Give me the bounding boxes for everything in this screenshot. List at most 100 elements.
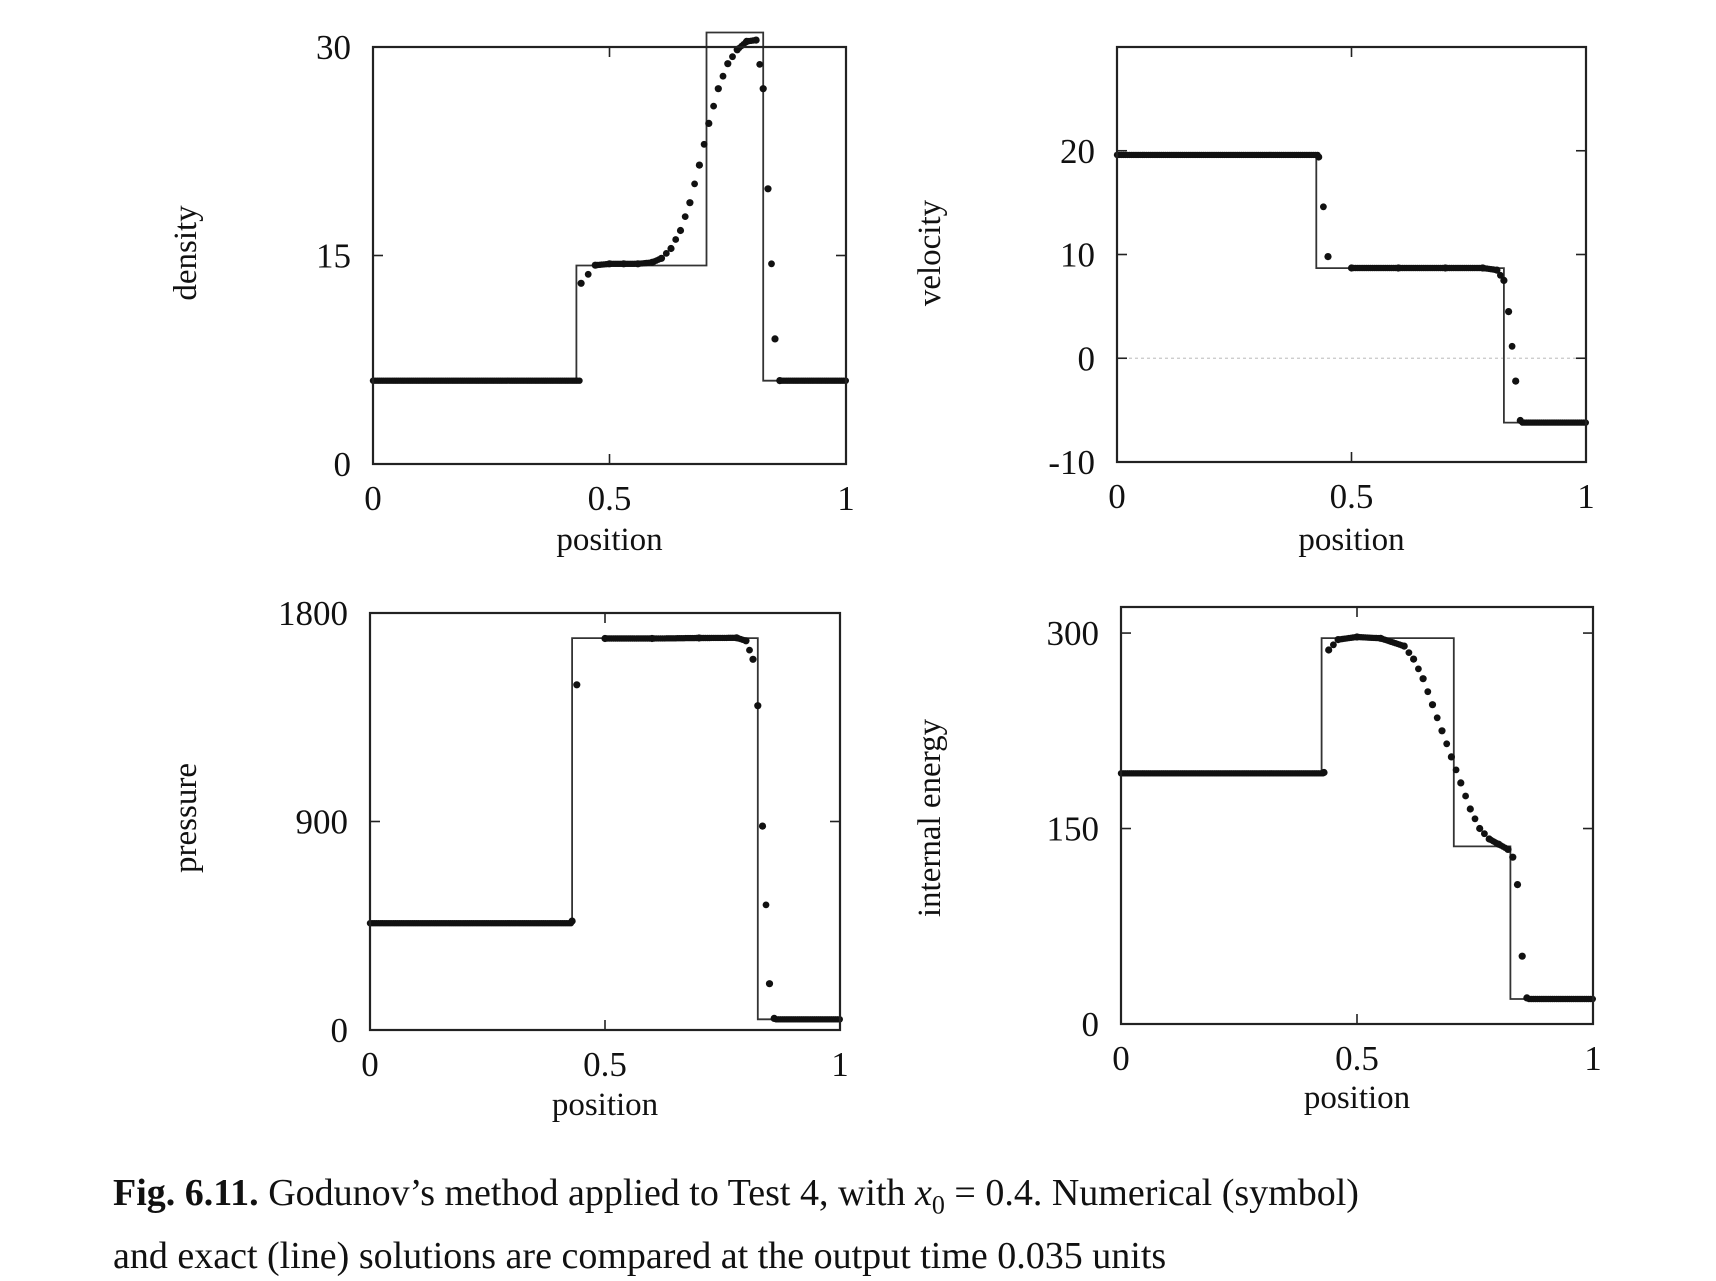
internal-energy-symbol: [1443, 740, 1451, 748]
internal-energy-xtick-label: 0.5: [1335, 1039, 1379, 1078]
pressure-ytick-label: 1800: [278, 594, 348, 633]
caption-math-var: x: [915, 1172, 932, 1214]
velocity-symbol: [1497, 271, 1504, 279]
density-symbol: [686, 199, 694, 207]
internal-energy-symbol: [1433, 714, 1441, 722]
density-symbol: [719, 72, 727, 80]
pressure-symbol: [765, 980, 774, 988]
density-symbol: [752, 36, 760, 44]
velocity-symbol: [1508, 342, 1516, 350]
density-symbol: [756, 61, 764, 68]
internal-energy-symbol: [1405, 649, 1413, 656]
pressure-symbol: [568, 917, 576, 925]
density-ytick-label: 0: [334, 445, 352, 484]
pressure-symbol: [758, 822, 767, 830]
internal-energy-symbol: [1415, 665, 1422, 673]
internal-energy-xtick-label: 0: [1112, 1039, 1130, 1078]
internal-energy-symbol: [1419, 675, 1427, 683]
pressure-plot-frame: [368, 611, 842, 1032]
figure-caption: Fig. 6.11. Godunov’s method applied to T…: [113, 1168, 1713, 1281]
internal-energy-symbol: [1518, 952, 1526, 960]
density-symbol: [724, 60, 732, 68]
density-exact-line: [373, 31, 846, 382]
velocity-symbol: [1512, 377, 1520, 385]
density-symbol: [695, 161, 704, 169]
internal-energy-symbol: [1410, 655, 1418, 663]
density-plot-frame: [371, 45, 848, 466]
internal-energy-symbol: [1320, 768, 1328, 777]
velocity-ytick-label: 10: [1060, 236, 1095, 275]
density-symbol: [662, 250, 670, 257]
internal-energy-symbol: [1325, 646, 1333, 654]
caption-text-2: = 0.4. Numerical (symbol): [944, 1172, 1359, 1214]
internal-energy-ylabel: internal energy: [912, 718, 948, 917]
density-xtick-label: 1: [837, 479, 855, 518]
internal-energy-symbol: [1476, 824, 1484, 833]
pressure-symbol: [573, 681, 581, 689]
pressure-symbol: [762, 901, 770, 909]
internal-energy-ytick-label: 0: [1082, 1005, 1100, 1044]
velocity-symbol: [1324, 253, 1332, 261]
density-symbol: [691, 180, 698, 188]
density-symbol: [672, 236, 680, 243]
density-symbol: [681, 213, 689, 221]
density-xtick-label: 0.5: [588, 479, 632, 518]
pressure-exact-line: [370, 637, 840, 1021]
internal-energy-symbol: [1424, 688, 1432, 696]
density-symbol: [676, 226, 685, 235]
internal-energy-symbol: [1438, 727, 1446, 735]
velocity-symbol: [1315, 153, 1323, 161]
internal-energy-xlabel: position: [1304, 1080, 1410, 1116]
density-symbol: [764, 185, 772, 193]
velocity-ytick-label: 20: [1060, 132, 1095, 171]
caption-text-3: and exact (line) solutions are compared …: [113, 1234, 1167, 1277]
density-symbol: [759, 85, 767, 93]
pressure-ytick-label: 900: [296, 803, 349, 842]
internal-energy-symbol: [1471, 815, 1479, 823]
pressure-symbol: [742, 637, 750, 645]
velocity-ytick-label: -10: [1048, 443, 1095, 482]
internal-energy-xtick-label: 1: [1584, 1039, 1602, 1078]
velocity-ylabel: velocity: [912, 199, 948, 306]
velocity-symbol: [1505, 308, 1513, 316]
density-symbol: [657, 254, 666, 262]
internal-energy-symbol: [1428, 701, 1437, 709]
caption-label: Fig. 6.11.: [113, 1172, 259, 1214]
internal-energy-symbol: [1466, 805, 1474, 813]
pressure-xtick-label: 1: [831, 1045, 849, 1084]
density-symbol: [729, 53, 736, 61]
density-ylabel: density: [168, 205, 204, 301]
density-symbol: [771, 335, 779, 343]
internal-energy-ytick-label: 300: [1047, 614, 1100, 653]
velocity-ytick-label: 0: [1078, 339, 1096, 378]
internal-energy-panel: 0 0.5 1 0 150 300 position internal energy: [912, 605, 1602, 1116]
velocity-symbol: [1500, 276, 1508, 284]
pressure-symbol: [749, 655, 757, 663]
internal-energy-exact-line: [1121, 637, 1593, 1000]
density-xtick-label: 0: [364, 479, 382, 518]
density-symbol: [768, 260, 775, 268]
internal-energy-symbol: [1481, 830, 1488, 838]
internal-energy-symbol: [1462, 792, 1469, 800]
density-ytick-label: 15: [316, 237, 351, 276]
density-symbol: [705, 119, 713, 127]
internal-energy-symbol: [1400, 642, 1408, 650]
density-panel: 0 0.5 1 0 15 30 position density: [168, 28, 855, 558]
internal-energy-symbol: [1509, 853, 1517, 861]
internal-energy-symbol: [1447, 753, 1455, 761]
internal-energy-plot-frame: [1119, 605, 1595, 1026]
velocity-xtick-label: 0.5: [1330, 477, 1374, 516]
internal-energy-symbol: [1330, 641, 1337, 649]
density-symbol: [576, 377, 583, 384]
velocity-symbol: [1320, 203, 1327, 211]
density-symbol: [584, 270, 592, 278]
pressure-ylabel: pressure: [168, 763, 204, 873]
pressure-panel: 0 0.5 1 0 900 1800 position pressure: [168, 594, 849, 1123]
pressure-ytick-label: 0: [331, 1011, 349, 1050]
velocity-symbol: [1493, 266, 1501, 274]
pressure-symbol: [754, 702, 762, 710]
density-xlabel: position: [556, 522, 662, 558]
pressure-xtick-label: 0.5: [583, 1045, 627, 1084]
internal-energy-symbol: [1457, 779, 1465, 787]
